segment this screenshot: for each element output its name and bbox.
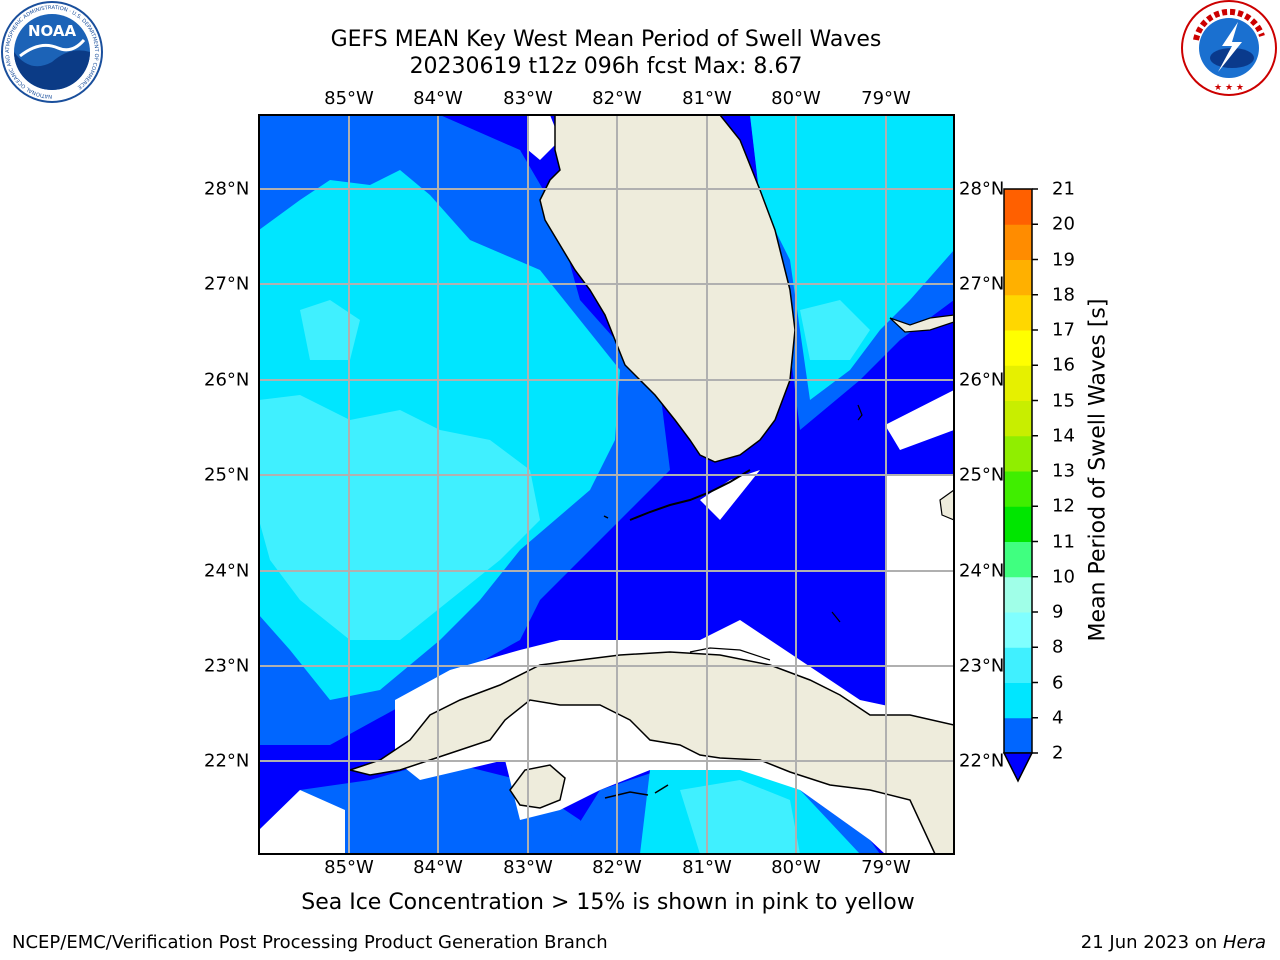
lon-label-bottom-81w: 81°W	[682, 857, 732, 878]
colorbar-tick-label: 18	[1052, 284, 1075, 306]
colorbar-segment	[1004, 471, 1032, 507]
lat-label-right-27n: 27°N	[959, 273, 1005, 295]
lat-label-left-26n: 26°N	[204, 369, 250, 391]
colorbar-tick-label: 2	[1052, 742, 1064, 764]
colorbar-extend-arrow	[1002, 752, 1034, 783]
lon-label-top-84w: 84°W	[413, 88, 463, 109]
lat-label-left-25n: 25°N	[204, 464, 250, 486]
lon-label-top-83w: 83°W	[503, 88, 553, 109]
colorbar-segment	[1004, 647, 1032, 683]
lon-label-top-85w: 85°W	[324, 88, 374, 109]
colorbar-tick-label: 14	[1052, 425, 1075, 447]
lon-label-top-81w: 81°W	[682, 88, 732, 109]
colorbar-segment	[1004, 435, 1032, 472]
lat-label-right-24n: 24°N	[959, 560, 1005, 582]
colorbar-segment	[1004, 612, 1032, 648]
colorbar-title: Mean Period of Swell Waves [s]	[1085, 298, 1111, 642]
lat-label-left-24n: 24°N	[204, 560, 250, 582]
footer-date: 21 Jun 2023 on Hera	[1080, 932, 1266, 953]
colorbar-segment	[1004, 682, 1032, 719]
colorbar-tick-label: 8	[1052, 636, 1064, 658]
chart-title: GEFS MEAN Key West Mean Period of Swell …	[330, 27, 882, 52]
colorbar-segment	[1004, 576, 1032, 613]
lon-label-top-82w: 82°W	[592, 88, 642, 109]
colorbar-segment	[1004, 541, 1032, 578]
colorbar-segment	[1004, 506, 1032, 542]
lat-label-left-22n: 22°N	[204, 750, 250, 772]
noaa-logo: NOAA NATIONAL OCEANIC AND ATMOSPHERIC AD…	[1, 1, 103, 103]
lat-label-right-28n: 28°N	[959, 178, 1005, 200]
colorbar	[1004, 188, 1038, 754]
footer-credit: NCEP/EMC/Verification Post Processing Pr…	[12, 932, 608, 953]
colorbar-tick-label: 13	[1052, 460, 1075, 482]
lat-label-right-22n: 22°N	[959, 750, 1005, 772]
colorbar-segment	[1004, 400, 1032, 437]
lon-label-bottom-85w: 85°W	[324, 857, 374, 878]
colorbar-tick-label: 11	[1052, 531, 1075, 552]
colorbar-tick-label: 21	[1052, 178, 1075, 200]
noaa-logo-text: NOAA	[28, 22, 77, 40]
colorbar-segment	[1004, 365, 1032, 401]
lat-label-left-27n: 27°N	[204, 273, 250, 295]
lat-label-right-26n: 26°N	[959, 369, 1005, 391]
colorbar-segment	[1004, 259, 1032, 296]
colorbar-tick-label: 12	[1052, 495, 1075, 517]
chart-subtitle: 20230619 t12z 096h fcst Max: 8.67	[409, 54, 803, 79]
colorbar-tick-label: 9	[1052, 601, 1064, 623]
lat-label-left-28n: 28°N	[204, 178, 250, 200]
lat-label-left-23n: 23°N	[204, 655, 250, 677]
colorbar-segment	[1004, 330, 1032, 366]
colorbar-segment	[1004, 717, 1032, 754]
svg-text:★ ★ ★: ★ ★ ★	[1214, 83, 1244, 93]
colorbar-tick-label: 19	[1052, 249, 1075, 270]
colorbar-tick-label: 20	[1052, 213, 1075, 235]
footer-machine: Hera	[1222, 932, 1266, 953]
colorbar-segment	[1004, 294, 1032, 331]
lon-label-bottom-84w: 84°W	[413, 857, 463, 878]
lon-label-bottom-83w: 83°W	[503, 857, 553, 878]
map-area	[259, 115, 954, 854]
lon-label-top-79w: 79°W	[861, 88, 911, 109]
nws-logo: ★ ★ ★	[1181, 0, 1277, 96]
colorbar-segment	[1004, 224, 1032, 260]
colorbar-tick-label: 10	[1052, 566, 1075, 588]
gridlines	[259, 115, 954, 854]
map-frame	[258, 114, 955, 855]
lon-label-bottom-82w: 82°W	[592, 857, 642, 878]
lon-label-bottom-79w: 79°W	[861, 857, 911, 878]
colorbar-segment	[1004, 189, 1032, 225]
sea-ice-note: Sea Ice Concentration > 15% is shown in …	[301, 890, 915, 915]
lat-label-right-23n: 23°N	[959, 655, 1005, 677]
colorbar-tick-label: 4	[1052, 707, 1064, 729]
lon-label-bottom-80w: 80°W	[771, 857, 821, 878]
lat-label-right-25n: 25°N	[959, 464, 1005, 486]
colorbar-tick-label: 15	[1052, 390, 1075, 411]
colorbar-tick-label: 17	[1052, 319, 1075, 341]
lon-label-top-80w: 80°W	[771, 88, 821, 109]
colorbar-tick-label: 16	[1052, 354, 1075, 376]
colorbar-tick-label: 6	[1052, 672, 1064, 693]
